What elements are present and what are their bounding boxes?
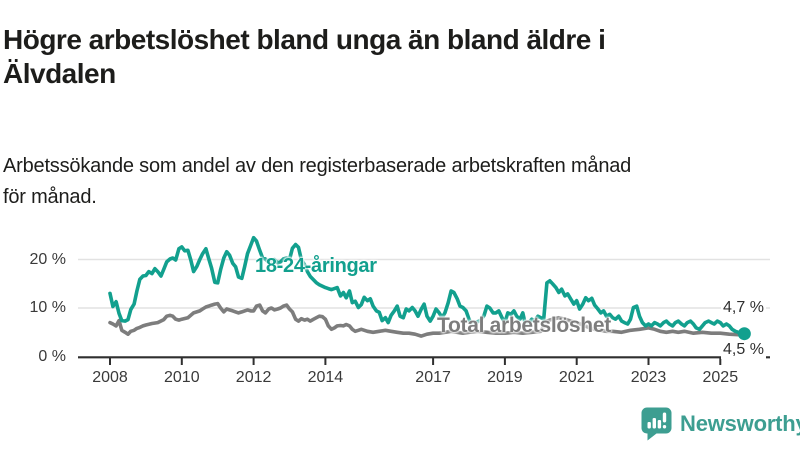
x-axis-tick-label: 2010 xyxy=(164,369,200,386)
newsworthy-brand-text: Newsworthy xyxy=(680,411,800,436)
newsworthy-logo-icon xyxy=(641,407,672,441)
x-axis-tick-label: 2014 xyxy=(307,369,344,386)
y-axis-tick-label: 20 % xyxy=(29,250,66,268)
series-line-Total arbetslöshet xyxy=(108,301,747,338)
series-end-dot xyxy=(737,327,751,341)
x-axis-tick-label: 2025 xyxy=(702,369,739,386)
page-title: Högre arbetslöshet bland unga än bland ä… xyxy=(3,23,799,92)
series-line-18-24-åringar xyxy=(108,235,747,336)
y-axis-tick-label: 10 % xyxy=(29,299,66,316)
chart-subtitle: Arbetssökande som andel av den registerb… xyxy=(3,151,799,213)
page-title-line1: Högre arbetslöshet bland unga än bland ä… xyxy=(3,23,606,55)
x-axis-tick-label: 2019 xyxy=(487,369,523,386)
x-axis-tick-label: 2008 xyxy=(92,369,128,386)
x-axis-tick-label: 2023 xyxy=(630,369,667,386)
chart-subtitle-line2: för månad. xyxy=(3,186,97,208)
x-axis-tick-label: 2017 xyxy=(415,369,451,386)
end-value-label-youth: 4,7 % xyxy=(721,298,766,317)
x-axis-tick-label: 2012 xyxy=(235,369,272,386)
series-label-youth: 18-24-åringar xyxy=(255,255,377,277)
page-title-line2: Älvdalen xyxy=(3,58,116,90)
y-axis-tick-label: 0 % xyxy=(38,347,66,365)
end-value-label-total: 4,5 % xyxy=(721,340,766,359)
newsworthy-logo[interactable]: Newsworthy xyxy=(641,406,800,442)
series-label-total: Total arbetslöshet xyxy=(437,314,611,337)
x-axis-tick-label: 2021 xyxy=(558,369,595,386)
chart-subtitle-line1: Arbetssökande som andel av den registerb… xyxy=(3,155,632,177)
